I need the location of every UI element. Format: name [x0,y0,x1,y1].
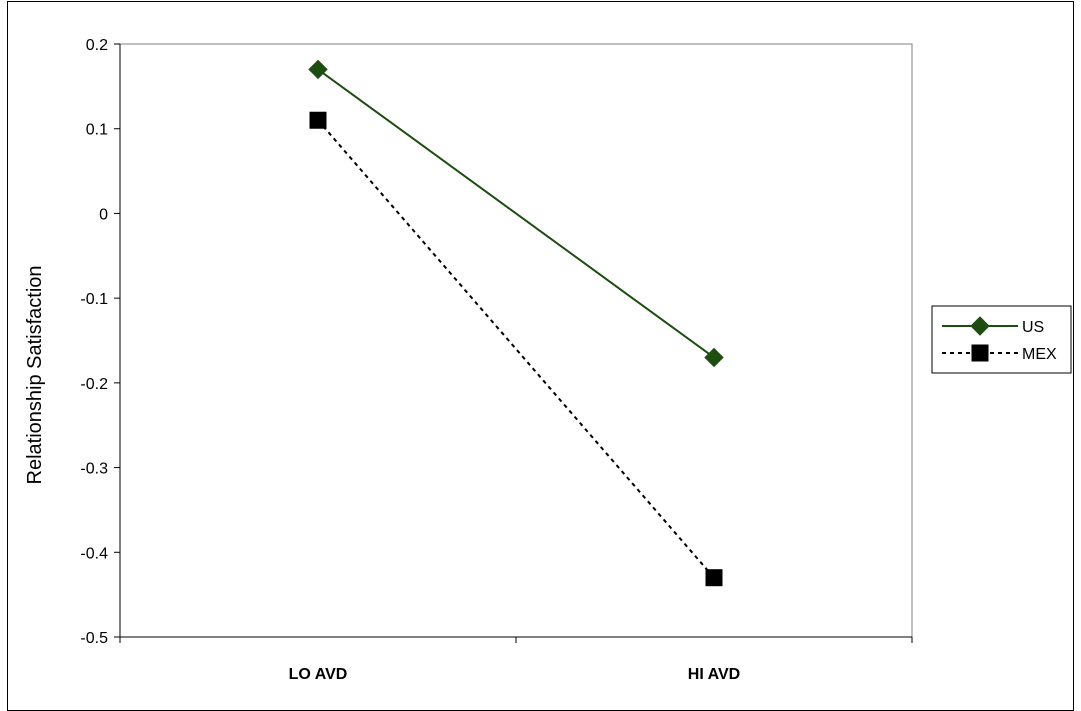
y-tick-label: -0.2 [80,376,108,393]
data-point-us [308,59,328,80]
y-tick-label: -0.1 [80,291,108,308]
y-axis-label: Relationship Satisfaction [24,265,46,484]
x-category-label: HI AVD [688,666,740,683]
y-tick-label: -0.4 [80,545,108,562]
legend-label-us: US [1022,319,1044,336]
plot-area [119,43,913,638]
series-line-mex [317,119,715,579]
legend: US MEX [931,305,1072,374]
data-point-mex [309,111,327,129]
y-tick-label: 0 [99,206,108,223]
legend-marker-us [970,316,990,336]
legend-box [931,305,1072,374]
data-point-us [704,347,724,368]
data-point-mex [705,569,723,587]
legend-marker-mex [971,344,989,362]
legend-label-mex: MEX [1022,346,1057,363]
y-tick-label: -0.3 [80,461,108,478]
x-category-label: LO AVD [289,666,348,683]
y-tick-label: -0.5 [80,630,108,647]
y-tick-label: 0.2 [86,37,108,54]
y-tick-label: 0.1 [86,122,108,139]
series-line-us [317,68,715,359]
